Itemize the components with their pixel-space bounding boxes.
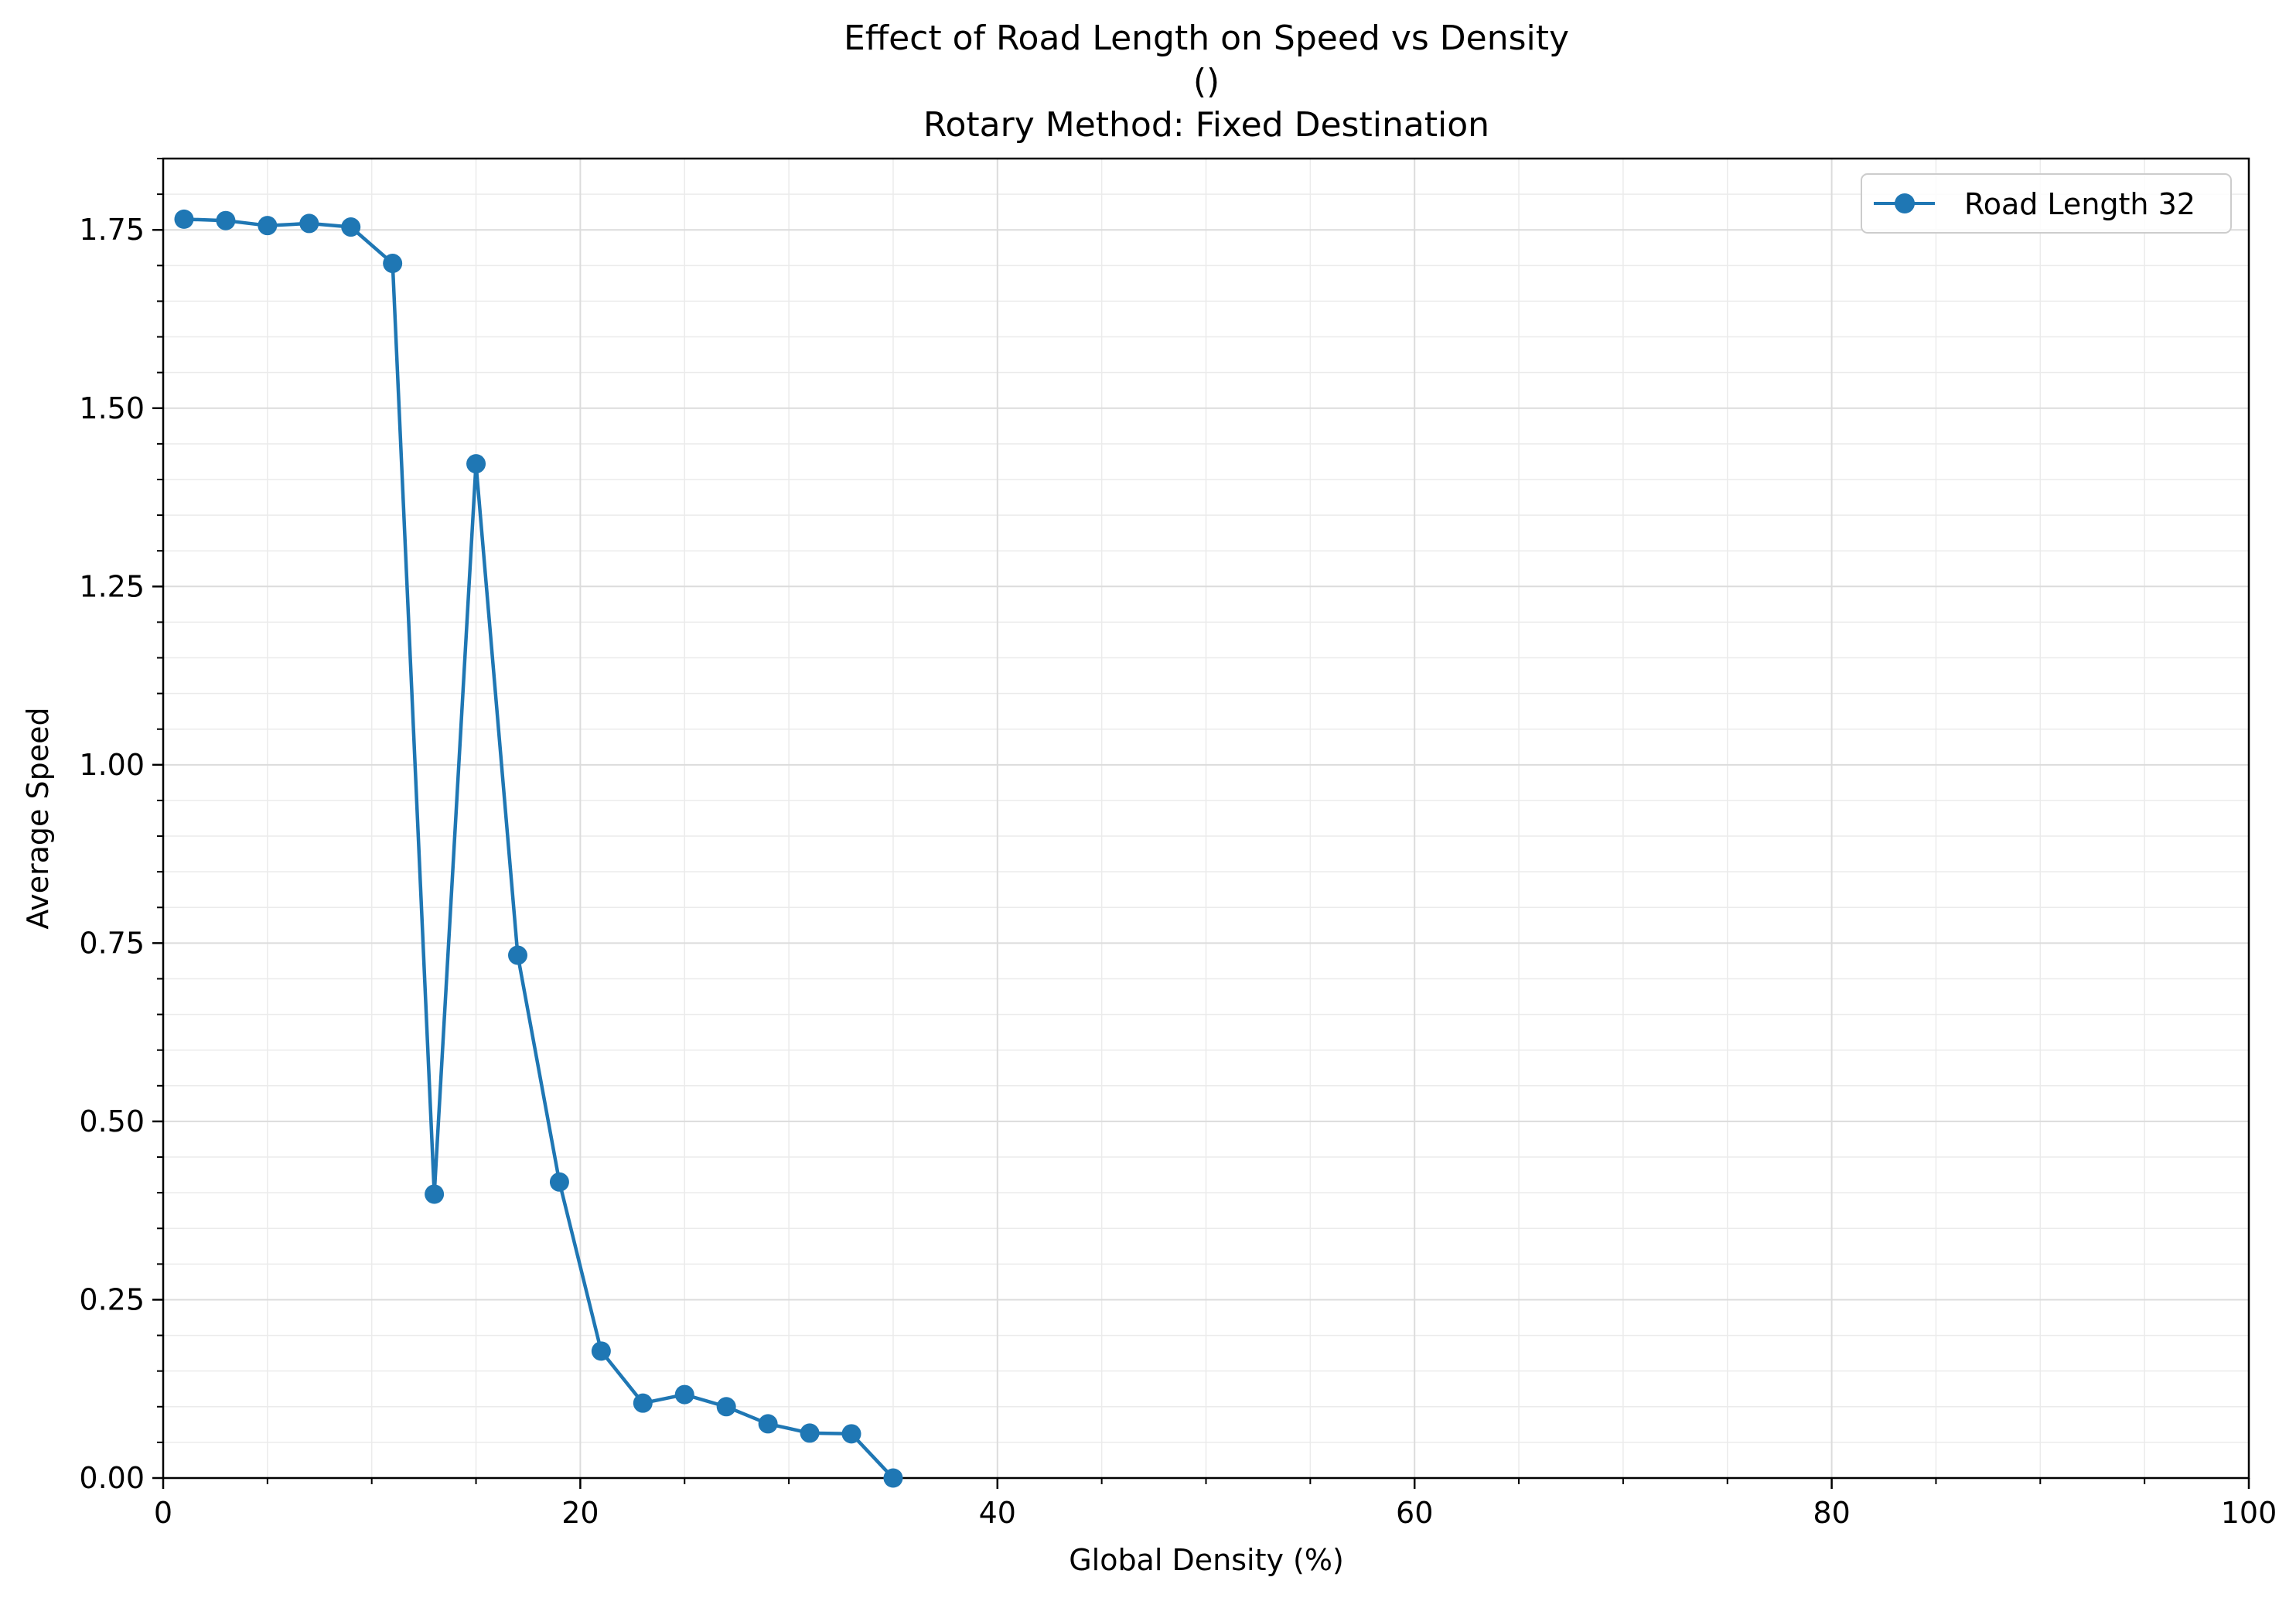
y-axis-label: Average Speed [21, 707, 55, 929]
legend-swatch-marker [1895, 193, 1915, 213]
x-tick-label: 60 [1396, 1496, 1433, 1530]
x-tick-label: 0 [154, 1496, 172, 1530]
y-tick-label: 0.25 [79, 1282, 145, 1316]
x-tick-label: 80 [1813, 1496, 1850, 1530]
y-tick-label: 0.75 [79, 926, 145, 960]
minor-gridlines [163, 158, 2249, 1478]
legend-label: Road Length 32 [1964, 187, 2195, 221]
data-point [174, 209, 194, 229]
y-tick-label: 1.50 [79, 391, 145, 425]
y-tick-label: 1.25 [79, 569, 145, 603]
data-point [549, 1172, 569, 1192]
series-layer [174, 209, 903, 1488]
x-tick-label: 20 [561, 1496, 599, 1530]
data-point [258, 216, 278, 236]
data-point [466, 454, 486, 474]
x-tick-label: 100 [2221, 1496, 2277, 1530]
chart-title-line-1: Effect of Road Length on Speed vs Densit… [844, 19, 1569, 58]
chart-title: Effect of Road Length on Speed vs Densit… [844, 19, 1569, 145]
data-point [800, 1423, 820, 1443]
data-point [299, 213, 319, 234]
data-point [633, 1393, 653, 1413]
data-point [716, 1397, 736, 1417]
data-point [507, 945, 527, 965]
x-axis-ticks: 0 20 40 60 80 100 [154, 1478, 2277, 1530]
data-point [425, 1184, 445, 1204]
chart-title-line-3: Rotary Method: Fixed Destination [923, 105, 1489, 145]
y-tick-label: 1.75 [79, 213, 145, 247]
x-tick-label: 40 [979, 1496, 1016, 1530]
legend-box [1861, 173, 2232, 234]
data-point [591, 1341, 611, 1361]
legend: Road Length 32 [1861, 173, 2232, 234]
data-point [341, 217, 361, 237]
x-axis-label: Global Density (%) [1069, 1543, 1344, 1577]
data-point [216, 210, 236, 230]
data-point [841, 1424, 861, 1444]
y-tick-label: 0.00 [79, 1461, 145, 1495]
y-tick-label: 1.00 [79, 748, 145, 782]
data-point [758, 1414, 778, 1434]
data-point [383, 254, 403, 274]
y-tick-label: 0.50 [79, 1104, 145, 1138]
data-point [883, 1468, 903, 1488]
y-axis-ticks: 0.00 0.25 0.50 0.75 1.00 1.25 1.50 1.75 [79, 158, 163, 1495]
chart-title-line-2: () [1193, 62, 1220, 101]
data-point [674, 1384, 694, 1405]
